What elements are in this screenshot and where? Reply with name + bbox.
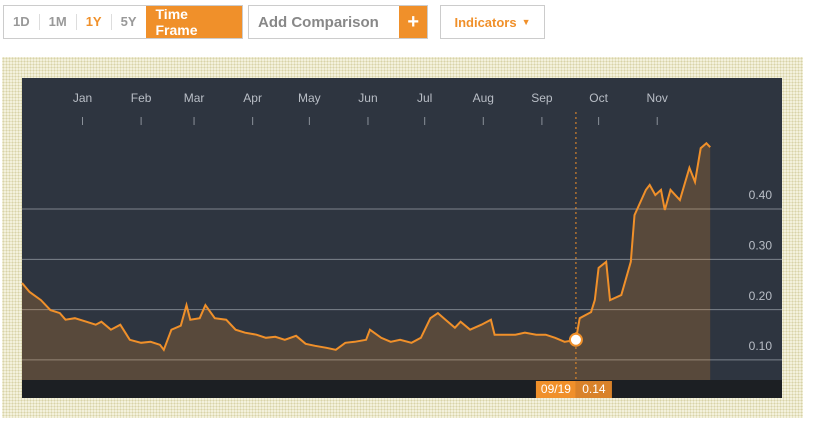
date-tooltip-bg (535, 381, 576, 398)
indicators-button[interactable]: Indicators ▼ (440, 5, 545, 39)
x-tick-label: Aug (473, 91, 494, 105)
value-tooltip: 0.14 (582, 382, 606, 396)
x-tick-label: May (298, 91, 321, 105)
dropdown-arrow: ▼ (521, 17, 531, 27)
highlight-marker (568, 332, 583, 347)
y-tick-label: 0.20 (749, 289, 773, 303)
bottom-strip (22, 380, 782, 398)
x-tick-label: Nov (647, 91, 668, 105)
y-tick-label: 0.40 (749, 188, 773, 202)
timeframe-button[interactable]: 1Y (77, 14, 112, 30)
timeframe-button[interactable]: 5Y (120, 14, 137, 29)
x-tick-label: Feb (131, 91, 152, 105)
chart-background (22, 78, 782, 398)
price-line (21, 141, 711, 352)
area-fill (22, 143, 711, 380)
x-tick-label: Jun (358, 91, 377, 105)
x-tick-label: Oct (589, 91, 608, 105)
timeframe-button[interactable]: 1M (40, 14, 77, 30)
x-tick-label: Jul (417, 91, 432, 105)
comparison-group: Add Comparison + (248, 5, 428, 39)
timeframe-button[interactable]: 1D (4, 14, 40, 30)
value-tooltip-bg (575, 381, 612, 398)
indicators-label: Indicators (454, 14, 517, 30)
date-tooltip: 09/19 (541, 382, 571, 396)
comparison-input[interactable]: Add Comparison (258, 13, 379, 31)
add-button[interactable]: + (399, 6, 427, 38)
x-tick-label: Apr (243, 91, 262, 105)
timeframe-group: 1D 1M 1Y 5Y Time Frame (3, 5, 243, 39)
y-tick-label: 0.10 (749, 339, 773, 353)
time-frame-button[interactable]: Time Frame (145, 6, 242, 38)
x-tick-label: Sep (531, 91, 553, 105)
x-tick-label: Jan (73, 91, 92, 105)
y-tick-label: 0.30 (749, 238, 773, 252)
x-tick-label: Mar (184, 91, 205, 105)
